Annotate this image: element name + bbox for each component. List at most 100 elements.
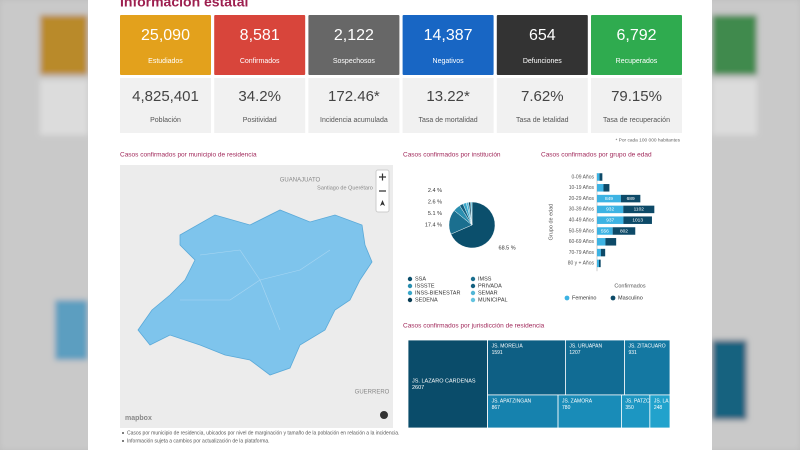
bar-segment [623,216,652,224]
indicator-label: Tasa de letalidad [516,117,569,124]
bar-segment [597,227,613,235]
indicator-value: 34.2% [238,88,281,105]
bar-segment [597,184,604,192]
bar-segment [597,194,621,203]
legend-label: SEMAR [478,290,498,296]
treemap-cell [624,339,671,396]
treemap-label: JS. LA PIEDAD [654,398,689,404]
pie-label: 68.5 % [499,246,516,252]
bar-segment [605,238,617,246]
legend-swatch [407,276,413,282]
legend-swatch [610,295,616,301]
treemap-cell [621,394,651,429]
indicator-label: Tasa de recuperación [603,117,670,124]
y-tick-label: 60-69 Años [569,239,595,245]
y-tick-label: 10-19 Años [569,185,595,191]
legend-label: SSA [415,276,426,282]
pie-label: 2.6 % [428,199,442,205]
stat-label: Confirmados [240,58,280,65]
legend-swatch [407,297,413,303]
indicator-label: Población [150,117,181,124]
section-title: Casos confirmados por institución [403,152,501,159]
indicator-value: 172.46* [328,88,380,105]
section-title: Casos confirmados por municipio de resid… [120,152,257,159]
bar-value-label: 689 [627,196,635,202]
bar-segment [623,205,655,214]
stat-card [496,15,588,75]
legend-label: SEDENA [415,297,438,303]
stat-value: 25,090 [141,27,190,44]
compass[interactable] [380,200,385,206]
legend-label: MUNICIPAL [478,297,508,303]
bar-segment [597,205,624,214]
stat-value: 14,387 [424,27,473,44]
bar-segment [597,259,599,268]
municipality-borders [180,249,331,331]
indicator-card [308,78,400,133]
zoom-icons[interactable] [379,173,386,192]
bar-value-label: 937 [606,217,614,223]
treemap-cell [487,339,566,396]
bar-segment [599,173,603,181]
legend-swatch [564,295,570,301]
stat-card [214,15,306,75]
treemap-value: 2607 [412,385,424,391]
legend-label: ISSSTE [415,283,435,289]
treemap-value: 350 [625,405,634,411]
legend-swatch [470,276,476,282]
zoom-controls[interactable] [375,169,390,213]
legend-label: Masculino [618,295,643,301]
treemap-cell [557,394,622,429]
stat-card [308,15,400,75]
stat-card [402,15,494,75]
pie-label: 5.1 % [428,211,442,217]
treemap-value: 931 [628,350,637,356]
x-axis-label: Confirmados [614,283,645,289]
treemap-label: JS. MORELIA [492,343,524,349]
stat-label: Negativos [433,58,465,65]
y-tick-label: 70-79 Años [569,250,595,256]
page-title: Información estatal [120,0,248,10]
treemap-label-group: JS. LA PIEDAD248 [654,398,689,411]
legend-label: Femenino [572,295,596,301]
y-tick-label: 50-59 Años [569,228,595,234]
indicator-card [214,78,306,133]
indicator-card [591,78,682,133]
indicators-note: * Por cada 100 000 habitantes [615,137,680,143]
legend-swatch [407,290,413,296]
bar-value-label: 556 [601,228,609,234]
bar-value-label: 932 [606,207,614,213]
y-tick-label: 40-49 Años [569,218,595,224]
legend-label: INSS-BIENESTAR [415,290,460,296]
indicator-value: 79.15% [611,88,662,105]
treemap-cell [407,339,488,429]
legend-swatch [470,297,476,303]
y-tick-label: 0-09 Años [571,174,594,180]
stat-card [120,15,211,75]
indicator-card [120,78,211,133]
footnote: Información sujeta a cambios por actuali… [127,438,270,444]
y-tick-label: 80 y + Años [568,261,595,267]
treemap-label: JS. LAZARO CARDENAS [412,378,476,384]
treemap-label: JS. URUAPAN [569,343,602,349]
treemap-value: 1207 [569,350,580,356]
map-place: GUANAJUATO [280,178,321,184]
treemap-label: JS. ZITACUARO [628,343,665,349]
stat-value: 2,122 [334,27,374,44]
y-axis-label: Grupo de edad [548,204,554,241]
map-attribution: mapbox [125,415,152,422]
bullet [122,440,124,442]
bar-segment [620,194,641,203]
legend-label: IMSS [478,276,492,282]
treemap-value: 867 [492,405,501,411]
state-shape[interactable] [137,209,373,376]
stat-card [591,15,682,75]
info-icon[interactable] [380,411,388,419]
pie-slice [470,201,473,226]
